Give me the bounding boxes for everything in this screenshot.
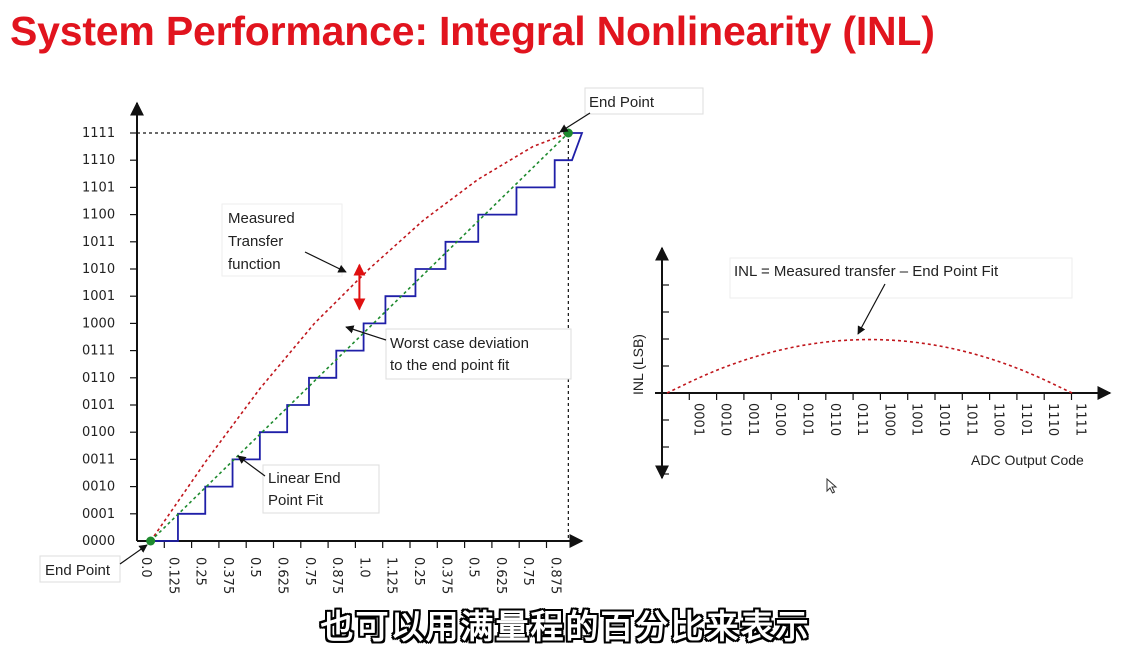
inl-x-tick-label: 1111	[1073, 403, 1088, 436]
end-point-bottom-pointer	[119, 544, 148, 565]
y-tick-label: 1001	[82, 289, 115, 304]
measured-label-line-3: function	[228, 256, 281, 273]
end-point-fit-line	[150, 132, 569, 542]
y-tick-labels: 0000 0001 0010 0011 0100 0101 0110 0111 1000 1001…	[82, 126, 137, 549]
inl-formula-pointer	[857, 283, 886, 335]
y-tick-label: 0111	[82, 344, 115, 359]
inl-x-tick-label: 1101	[1018, 403, 1033, 436]
x-tick-label: 0.25	[193, 557, 208, 586]
x-tick-label: 0.0	[138, 557, 153, 578]
inl-x-tick-label: 0100	[772, 403, 787, 436]
mouse-cursor-icon	[826, 478, 838, 494]
x-tick-label: 0.5	[247, 557, 262, 578]
slide-title: System Performance: Integral Nonlinearit…	[10, 8, 935, 54]
y-tick-label: 1100	[82, 208, 115, 223]
y-tick-label: 0001	[82, 507, 115, 522]
fit-label-line-2: Point Fit	[268, 492, 324, 509]
measured-pointer	[304, 251, 347, 273]
transfer-function-chart: 0000 0001 0010 0011 0100 0101 0110 0111 1000 1001…	[39, 87, 704, 594]
x-tick-label: 0.75	[302, 557, 317, 586]
end-point-marker-top	[563, 128, 573, 138]
x-tick-label: 0.125	[165, 557, 180, 594]
curved-transfer-line	[149, 132, 569, 542]
deviation-label-line-2: to the end point fit	[390, 357, 510, 374]
x-tick-label: 0.25	[411, 557, 426, 586]
inl-x-tick-label: 0110	[827, 403, 842, 436]
x-tick-label: 0.375	[220, 557, 235, 594]
x-tick-label: 0.375	[438, 557, 453, 594]
y-tick-label: 1000	[82, 316, 115, 331]
y-tick-label: 0000	[82, 534, 115, 549]
y-tick-label: 1101	[82, 180, 115, 195]
inl-x-axis-label: ADC Output Code	[971, 452, 1084, 468]
y-tick-label: 1010	[82, 262, 115, 277]
x-tick-label: 0.625	[275, 557, 290, 594]
y-tick-label: 1111	[82, 126, 115, 141]
transfer-annotations: End Point End Point Measured Transfer fu…	[39, 87, 704, 583]
inl-x-tick-label: 0111	[854, 403, 869, 436]
measured-label-line-2: Transfer	[228, 233, 283, 250]
inl-x-tick-label: 0011	[745, 403, 760, 436]
inl-x-tick-label: 1000	[881, 403, 896, 436]
deviation-label-line-1: Worst case deviation	[390, 335, 529, 352]
x-tick-labels: 0.0 0.125 0.25 0.375 0.5 0.625 0.75 0.875 1.0 1.1…	[138, 541, 563, 594]
inl-chart: 0001 0010 0011 0100 0101 0110 0111 1000 1001 1010…	[630, 246, 1112, 480]
inl-x-tick-label: 1011	[963, 403, 978, 436]
transfer-axes	[130, 101, 584, 548]
measured-label-line-1: Measured	[228, 210, 295, 227]
inl-x-tick-label: 1100	[991, 403, 1006, 436]
y-tick-label: 0011	[82, 452, 115, 467]
video-subtitle: 也可以用满量程的百分比来表示	[320, 607, 811, 646]
inl-x-tick-label: 0101	[800, 403, 815, 436]
fit-label-line-1: Linear End	[268, 470, 341, 487]
inl-x-tick-label: 1001	[909, 403, 924, 436]
y-tick-label: 1011	[82, 235, 115, 250]
transfer-series	[146, 128, 584, 546]
y-tick-label: 0010	[82, 480, 115, 495]
inl-x-tick-labels: 0001 0010 0011 0100 0101 0110 0111 1000 1001 1010…	[688, 393, 1088, 436]
inl-curve	[666, 338, 1073, 394]
inl-x-tick-label: 0010	[718, 403, 733, 436]
fit-pointer	[237, 455, 266, 477]
inl-y-axis-label: INL (LSB)	[630, 334, 646, 395]
x-tick-label: 0.875	[548, 557, 563, 594]
measured-transfer-line	[150, 132, 584, 542]
end-point-top-pointer	[559, 112, 591, 133]
x-tick-label: 0.625	[493, 557, 508, 594]
end-point-marker-bottom	[146, 536, 156, 546]
end-point-top-label: End Point	[589, 94, 655, 111]
inl-annotations: INL = Measured transfer – End Point Fit …	[630, 257, 1084, 468]
x-tick-label: 0.75	[520, 557, 535, 586]
inl-series	[666, 338, 1073, 394]
deviation-pointer	[345, 325, 387, 341]
y-tick-label: 0101	[82, 398, 115, 413]
inl-x-tick-label: 1110	[1045, 403, 1060, 436]
x-tick-label: 0.875	[329, 557, 344, 594]
x-tick-label: 1.0	[356, 557, 371, 578]
inl-x-tick-label: 1010	[936, 403, 951, 436]
x-tick-label: 0.5	[466, 557, 481, 578]
inl-x-tick-label: 0001	[690, 403, 705, 436]
y-tick-label: 0110	[82, 371, 115, 386]
end-point-bottom-label: End Point	[45, 562, 111, 579]
x-tick-label: 1.125	[384, 557, 399, 594]
inl-formula-label: INL = Measured transfer – End Point Fit	[734, 263, 999, 280]
y-tick-label: 0100	[82, 425, 115, 440]
y-tick-label: 1110	[82, 153, 115, 168]
inl-axes	[655, 246, 1112, 480]
